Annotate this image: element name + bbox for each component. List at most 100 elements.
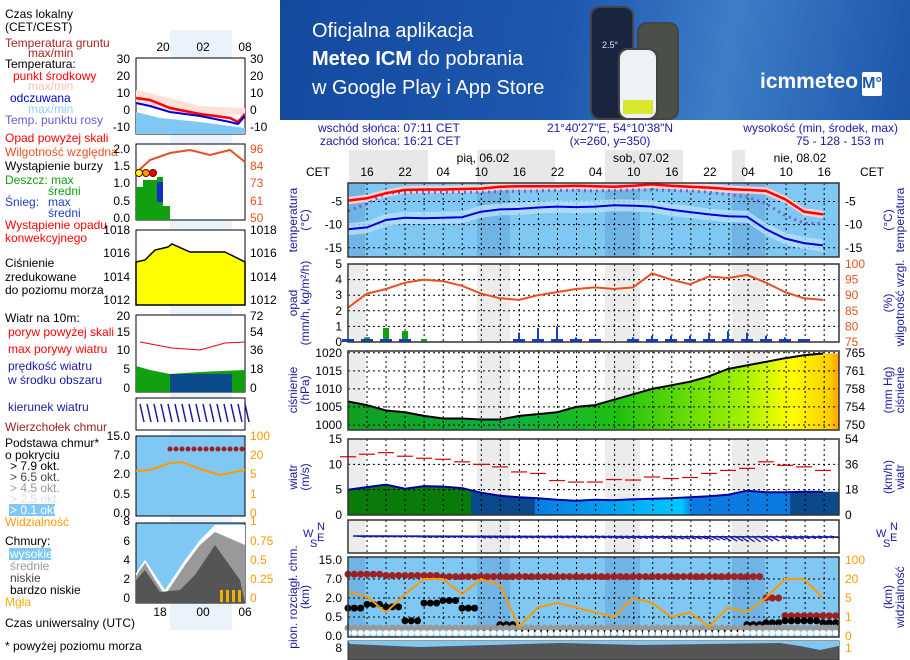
utc-tick: 00 [196,605,210,619]
cloud-top-dot [566,573,574,581]
fog-tick: 1 [845,641,852,655]
vis-tick: 5 [250,467,257,481]
day-label: pią, 06.02 [457,151,510,165]
cloud-top-dot [433,571,441,579]
pressure-tick: 1005 [315,400,342,414]
cloud-base-dot-thin [427,630,434,636]
temp-tick-left: -10 [113,120,131,134]
humidity-tick: 75 [845,335,859,349]
temp-band [136,90,245,116]
wind-kmh-tick: 0 [250,381,257,395]
icmmeteo-logo: icmmeteo [760,70,859,93]
cloud-top-dot [692,573,700,581]
wind-tick: 15 [117,325,131,339]
cloud-base-dot-low [509,624,517,632]
legend-snow-mean: średni [48,206,81,220]
snow-mean-bar [513,339,525,342]
legend-local-time: Czas lokalny [5,7,73,21]
cloud-base-dot-thin [788,630,795,636]
cloud-top-dot [233,446,239,452]
cloud-top-dot [357,570,365,578]
cloud-top-dot [648,573,656,581]
cloud-base-dot-low [350,624,358,632]
cloud-base-dot-thin [579,630,586,636]
cloud-top-dot [382,571,390,579]
cloud-base-dot [420,599,428,607]
cloud-base-dot-thin [383,630,389,636]
storm-marker [135,169,143,177]
cloud-base-dot-low [686,624,694,632]
cloud-base-dot-low [762,624,770,632]
vis-tick: 0 [845,629,852,643]
cloud-base-dot-low [376,624,384,632]
snow-mean-bar [589,339,601,342]
fog-tick: 0.25 [250,572,274,586]
legend-temp-line [135,96,246,124]
legend-storm: Wystąpienie burzy [5,159,103,173]
precipitation-frame [347,263,840,343]
cloud-top-dot [395,571,403,579]
pressure-tick: 1014 [103,270,130,284]
vis-tick: 0 [250,506,257,520]
cloud-top-dot [832,612,840,620]
cloud-base-dot-low [357,624,365,632]
cloud-base-dot-low [464,624,472,632]
cloud-base-dot-low [585,624,593,632]
legend-dew-point: Temp. punktu rosy [5,113,103,127]
cloud-top-dot [610,573,618,581]
app-promo-banner[interactable]: Oficjalna aplikacja Meteo ICM do pobrani… [280,0,910,120]
pressure-axis-title: ciśnienie [286,366,300,413]
cloud-base-dot-low [566,624,574,632]
cloud-base-dot-thin [661,630,668,636]
cloud-base-dot-low [623,624,631,632]
cloud-base-dot [781,617,789,625]
cloud-base-dot-low [483,624,491,632]
mmhg-axis-unit: (mm Hg) [881,367,895,414]
temp-tick-right: 10 [250,86,264,100]
cloud-base-dot-thin [813,630,820,636]
cloud-base-dot-low [534,624,542,632]
cloud-base-dot [357,604,365,612]
snow-bar [746,332,748,342]
pressure-tick: 1018 [103,223,130,237]
wind-axis-title: wiatr [286,464,300,490]
night-band [605,183,640,257]
wind-kmh-tick: 72 [250,309,264,323]
cloud-base-dot-low [610,624,618,632]
vis-tick: 100 [250,429,270,443]
cloud-base-dot-low [452,624,460,632]
cloud-top-dot [686,573,694,581]
cloud-base-dot-thin [630,630,636,636]
banner-app-name: Meteo ICM [312,48,412,70]
snow-mean-bar [551,339,563,342]
cloud-base-dot-low [433,624,441,632]
cloud-top-dot [239,446,245,452]
snow-bar [537,327,539,342]
cloud-top-dot [578,573,586,581]
snow-bar [518,332,520,342]
cloud-top-dot [191,446,197,452]
cloud-base-dot-low [439,624,447,632]
pressure-area [348,353,839,430]
wind-arrow [237,403,243,423]
cloud-base-dot-thin [801,630,807,636]
wind-tick: 5 [335,483,342,497]
day-band [477,150,555,182]
cloud-top-dot [718,573,726,581]
pressure-tick-right: 1016 [250,246,277,260]
pressure-tick: 1000 [315,418,342,432]
humidity-tick: 85 [845,304,859,318]
cloud-top-dot [661,573,669,581]
cloud-base-dot-thin [421,630,427,636]
cloud-base-dot-low [382,624,390,632]
cloud-top-dot [414,571,422,579]
legend-local-time-zone: (CET/CEST) [5,20,72,34]
cloud-top-dot [369,570,377,578]
cloud-base-dot-low [591,624,599,632]
legend-cloud-type: średnie [10,559,50,573]
cloud-base-dot-low [458,624,466,632]
cloud-base-dot-low [743,624,751,632]
precipitation-panel [348,264,839,342]
cloud-top-dot [179,446,185,452]
sunrise-time: wschód słońca: 07:11 CET [317,121,461,135]
